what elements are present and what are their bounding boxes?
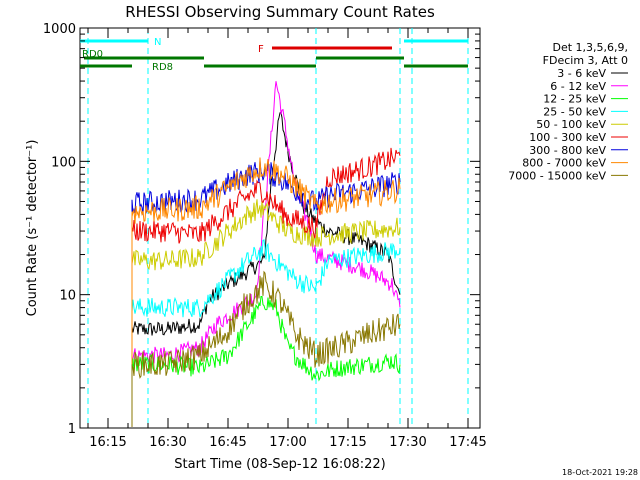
flag-bars: N F RD0 RD8 — [80, 37, 468, 73]
timestamp: 18-Oct-2021 19:28 — [562, 468, 638, 477]
legend-header-line-1: Det 1,3,5,6,9, — [552, 41, 628, 54]
flag-label-n: N — [154, 37, 161, 48]
y-tick-label: 1 — [68, 422, 76, 437]
series-line — [131, 157, 401, 427]
legend-entry-label: 25 - 50 keV — [543, 105, 606, 118]
y-axis-label: Count Rate (s⁻¹ detector⁻¹) — [25, 140, 40, 317]
x-tick-label: 16:15 — [89, 435, 126, 450]
legend-header-line-2: FDecim 3, Att 0 — [543, 54, 628, 67]
series-line — [131, 147, 401, 427]
x-tick-label: 17:30 — [389, 435, 426, 450]
legend-entry-label: 100 - 300 keV — [529, 131, 606, 144]
flag-label-f: F — [258, 44, 264, 55]
series-line — [131, 112, 401, 427]
x-tick-label: 17:00 — [269, 435, 306, 450]
series-line — [131, 239, 401, 427]
y-tick-label: 100 — [51, 155, 76, 170]
y-tick-label: 10 — [59, 289, 76, 304]
x-tick-label: 17:15 — [329, 435, 366, 450]
series-line — [131, 199, 401, 427]
y-tick-label: 1000 — [43, 22, 76, 37]
legend-entry-label: 50 - 100 keV — [536, 118, 606, 131]
x-tick-label: 17:45 — [449, 435, 486, 450]
series-line — [131, 296, 401, 427]
legend-entry-label: 6 - 12 keV — [550, 80, 606, 93]
legend-entry-label: 7000 - 15000 keV — [508, 169, 606, 182]
chart-title: RHESSI Observing Summary Count Rates — [125, 3, 435, 21]
x-tick-label: 16:30 — [149, 435, 186, 450]
x-axis-label: Start Time (08-Sep-12 16:08:22) — [174, 457, 385, 472]
legend-entry-label: 12 - 25 keV — [543, 93, 606, 106]
axes: 1 10 100 1000 16:15 16:30 16:45 17:00 17:15 17:30… — [43, 22, 487, 450]
legend-entry-label: 800 - 7000 keV — [522, 157, 606, 170]
series-line — [131, 270, 401, 427]
flag-label-rd8: RD8 — [152, 62, 173, 73]
plot-frame — [79, 27, 481, 429]
flag-label-rd0: RD0 — [82, 49, 103, 60]
series-group — [131, 81, 401, 427]
legend-entry-label: 3 - 6 keV — [557, 67, 606, 80]
legend-entry-label: 300 - 800 keV — [529, 144, 606, 157]
x-tick-label: 16:45 — [209, 435, 246, 450]
